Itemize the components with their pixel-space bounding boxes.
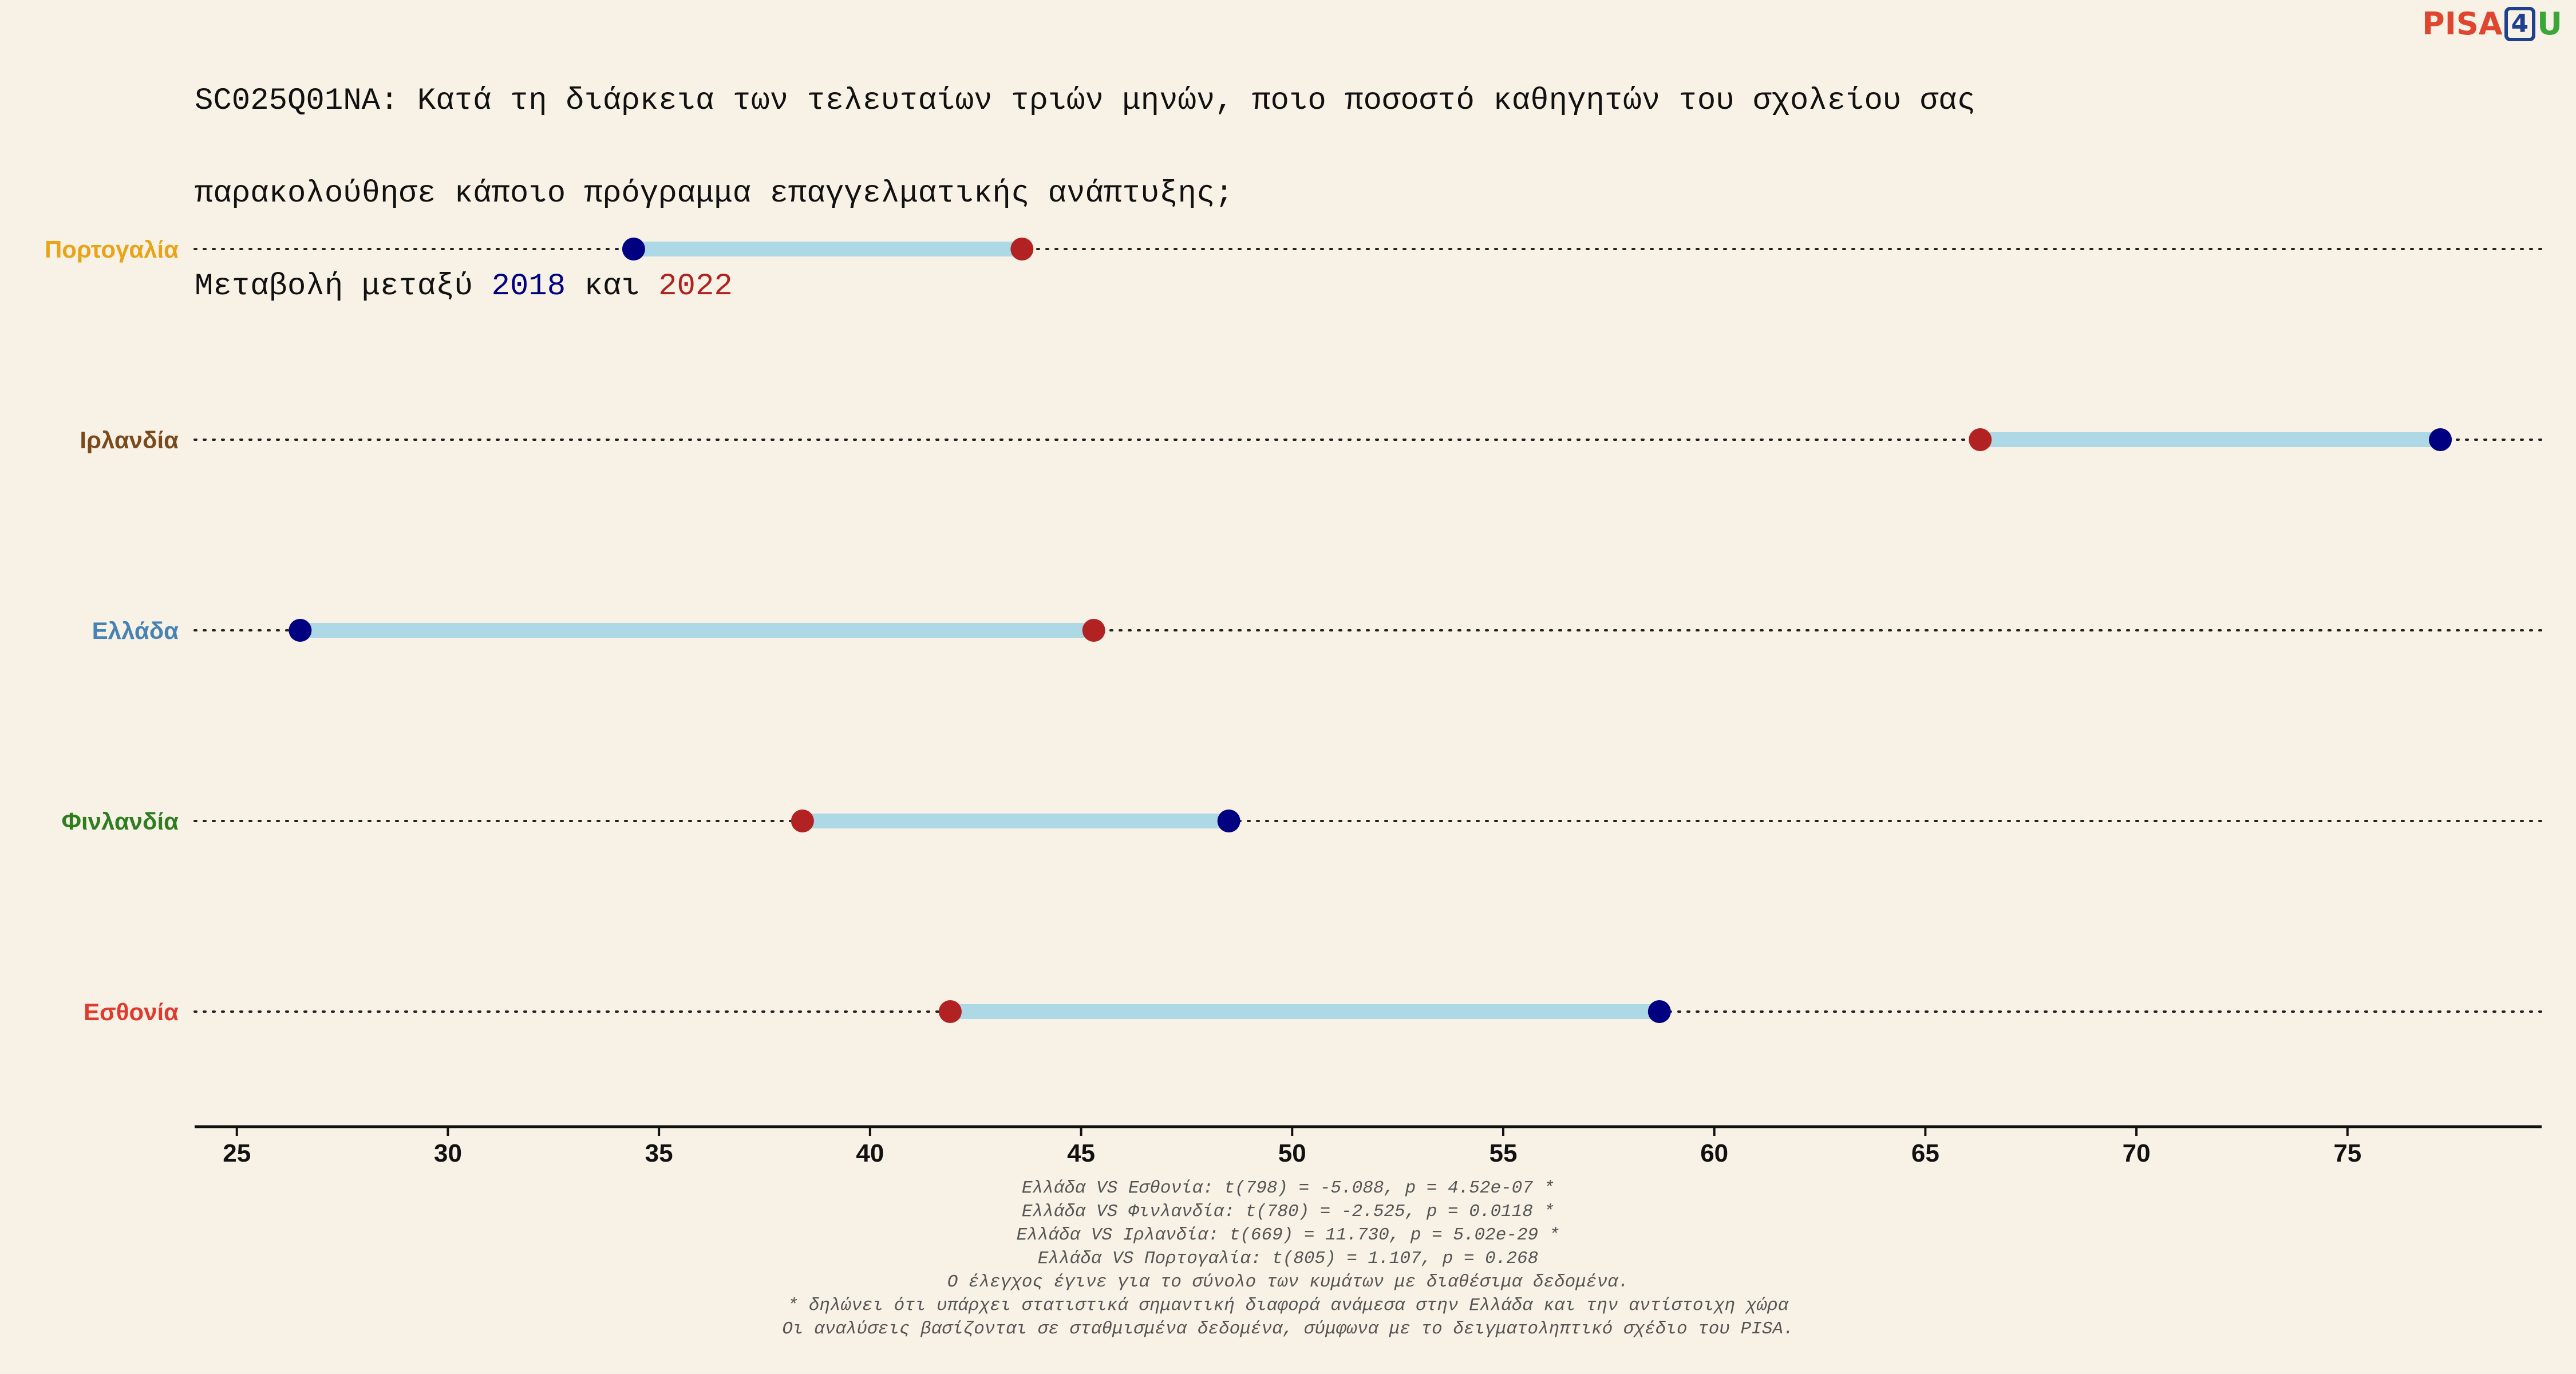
note-line: * δηλώνει ότι υπάρχει στατιστικά σημαντι… bbox=[787, 1296, 1789, 1316]
logo-text-four: 4 bbox=[2504, 6, 2536, 41]
row-4-point-2022 bbox=[938, 1000, 962, 1023]
x-tick-label-55: 55 bbox=[1489, 1139, 1517, 1167]
x-tick-label-35: 35 bbox=[645, 1139, 673, 1167]
row-0-point-2018 bbox=[622, 238, 645, 260]
x-tick-label-40: 40 bbox=[856, 1139, 884, 1167]
chart-title: SC025Q01NA: Κατά τη διάρκεια των τελευτα… bbox=[195, 24, 2427, 333]
note-line: Ελλάδα VS Εσθονία: t(798) = -5.088, p = … bbox=[1021, 1178, 1555, 1198]
row-2-point-2022 bbox=[1082, 619, 1105, 642]
note-line: Ελλάδα VS Ιρλανδία: t(669) = 11.730, p =… bbox=[1016, 1225, 1560, 1245]
note-line: Ελλάδα VS Πορτογαλία: t(805) = 1.107, p … bbox=[1037, 1249, 1539, 1269]
title-line-3-prefix: Μεταβολή μεταξύ bbox=[195, 269, 492, 304]
logo-text-pisa: PISA bbox=[2422, 6, 2503, 42]
x-tick-label-50: 50 bbox=[1278, 1139, 1306, 1167]
row-1-point-2018 bbox=[2429, 428, 2452, 451]
row-3-country-label: Φινλανδία bbox=[62, 808, 179, 835]
note-line: Οι αναλύσεις βασίζονται σε σταθμισμένα δ… bbox=[782, 1319, 1794, 1339]
row-4-country-label: Εσθονία bbox=[84, 998, 179, 1025]
row-0-country-label: Πορτογαλία bbox=[45, 236, 179, 263]
row-2-point-2018 bbox=[289, 619, 312, 642]
x-tick-label-45: 45 bbox=[1067, 1139, 1095, 1167]
footnotes: Ελλάδα VS Εσθονία: t(798) = -5.088, p = … bbox=[0, 1176, 2576, 1341]
title-year-2022: 2022 bbox=[658, 269, 733, 304]
note-line: Ελλάδα VS Φινλανδία: t(780) = -2.525, p … bbox=[1021, 1202, 1555, 1222]
row-3-point-2022 bbox=[791, 810, 814, 832]
title-year-2018: 2018 bbox=[491, 269, 566, 304]
row-0-point-2022 bbox=[1010, 238, 1034, 260]
row-2-country-label: Ελλάδα bbox=[92, 617, 179, 644]
x-tick-label-30: 30 bbox=[434, 1139, 462, 1167]
row-1-point-2022 bbox=[1969, 428, 1992, 451]
row-3-point-2018 bbox=[1217, 810, 1240, 832]
x-tick-label-65: 65 bbox=[1911, 1139, 1939, 1167]
title-line-3-mid: και bbox=[566, 269, 659, 304]
pisa4u-logo: PISA 4 U bbox=[2422, 6, 2562, 42]
x-tick-label-25: 25 bbox=[223, 1139, 251, 1167]
x-tick-label-75: 75 bbox=[2333, 1139, 2361, 1167]
logo-text-u: U bbox=[2537, 6, 2562, 42]
note-line: Ο έλεγχος έγινε για το σύνολο των κυμάτω… bbox=[947, 1272, 1629, 1292]
x-tick-label-70: 70 bbox=[2123, 1139, 2151, 1167]
x-tick-label-60: 60 bbox=[1700, 1139, 1728, 1167]
row-1-country-label: Ιρλανδία bbox=[80, 427, 179, 453]
title-line-2: παρακολούθησε κάποιο πρόγραμμα επαγγελμα… bbox=[195, 176, 1234, 211]
title-line-3: Μεταβολή μεταξύ 2018 και 2022 bbox=[195, 271, 2427, 302]
title-line-1: SC025Q01NA: Κατά τη διάρκεια των τελευτα… bbox=[195, 84, 1976, 119]
row-4-point-2018 bbox=[1647, 1000, 1671, 1023]
